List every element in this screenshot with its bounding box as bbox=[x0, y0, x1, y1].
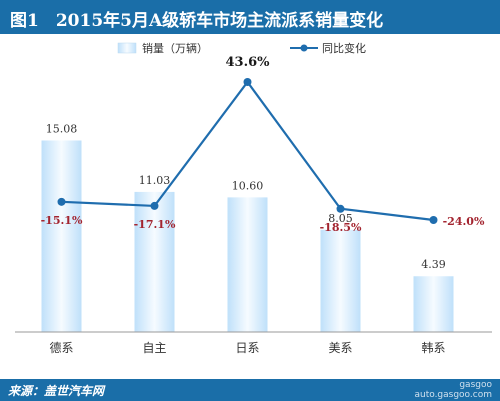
line-value-label: -15.1% bbox=[41, 214, 83, 227]
line-point-2 bbox=[150, 201, 159, 210]
line-point-1 bbox=[57, 197, 66, 206]
footer-bar: 来源：盖世汽车网 gasgoo auto.gasgoo.com bbox=[0, 379, 500, 401]
legend-bar-label: 销量（万辆） bbox=[142, 41, 208, 55]
bar-2 bbox=[134, 191, 175, 332]
bar-3 bbox=[227, 197, 268, 332]
line-value-label: -18.5% bbox=[320, 221, 362, 234]
watermark: gasgoo auto.gasgoo.com bbox=[414, 380, 492, 400]
bar-labels-group: 15.08 11.03 10.60 8.05 4.39 bbox=[46, 122, 446, 271]
line-value-label: -24.0% bbox=[443, 215, 485, 228]
line-value-label: -17.1% bbox=[134, 218, 176, 231]
bar-5 bbox=[413, 276, 454, 332]
line-value-label: 43.6% bbox=[225, 55, 270, 70]
watermark-url: auto.gasgoo.com bbox=[414, 390, 492, 400]
bar-value-label: 10.60 bbox=[232, 179, 264, 192]
x-tick-label: 德系 bbox=[49, 340, 73, 355]
line-point-5 bbox=[429, 216, 438, 224]
bars-group bbox=[41, 140, 454, 332]
bar-value-label: 8.05 bbox=[328, 212, 353, 225]
line-point-4 bbox=[336, 204, 345, 213]
x-tick-labels-group: 德系 自主 日系 美系 韩系 bbox=[49, 340, 445, 355]
bar-1 bbox=[41, 140, 82, 332]
watermark-name: gasgoo bbox=[459, 380, 492, 390]
bar-value-label: 4.39 bbox=[421, 258, 446, 271]
title-bar: 图1 2015年5月A级轿车市场主流派系销量变化 bbox=[0, 0, 500, 34]
x-tick-label: 韩系 bbox=[421, 340, 445, 355]
line-point-3 bbox=[243, 78, 252, 86]
chart-area: 销量（万辆） 同比变化 15.08 11.03 10.60 8.05 4.39 -15.… bbox=[15, 41, 492, 355]
x-tick-label: 自主 bbox=[142, 341, 166, 355]
chart-title: 图1 2015年5月A级轿车市场主流派系销量变化 bbox=[10, 11, 384, 31]
bar-value-label: 15.08 bbox=[46, 122, 78, 135]
line-series-group bbox=[57, 78, 438, 224]
bar-value-label: 11.03 bbox=[139, 174, 171, 187]
x-tick-label: 美系 bbox=[328, 341, 352, 355]
legend-line-marker bbox=[300, 44, 308, 52]
x-tick-label: 日系 bbox=[235, 341, 259, 355]
source-text: 来源：盖世汽车网 bbox=[8, 384, 105, 398]
legend-line-label: 同比变化 bbox=[322, 41, 366, 55]
line-labels-group: -15.1% -17.1% 43.6% -18.5% -24.0% bbox=[41, 55, 485, 234]
legend: 销量（万辆） 同比变化 bbox=[117, 41, 366, 55]
legend-bar-swatch bbox=[117, 42, 137, 54]
bar-4 bbox=[320, 229, 361, 332]
